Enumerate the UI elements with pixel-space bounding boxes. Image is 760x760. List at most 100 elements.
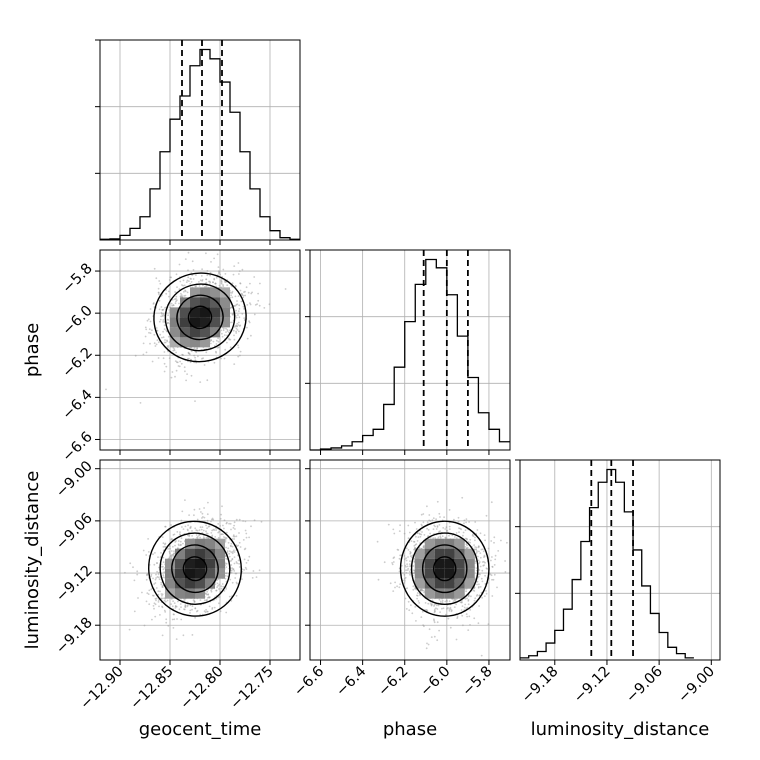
x-tick-label: −6.6: [291, 664, 327, 700]
sample-point: [163, 545, 166, 548]
sample-point: [245, 568, 248, 570]
density-cell: [444, 568, 455, 579]
contour-level-1: [182, 556, 208, 582]
sample-point: [209, 274, 212, 277]
sample-point: [485, 590, 487, 592]
sample-point: [429, 520, 432, 522]
sample-point: [153, 602, 156, 605]
sample-point: [398, 557, 401, 560]
sample-point: [203, 507, 206, 509]
sample-point: [210, 590, 213, 593]
sample-point: [217, 266, 220, 268]
sample-point: [493, 541, 495, 544]
density-cell: [175, 548, 185, 559]
sample-point: [229, 578, 232, 581]
sample-point: [199, 599, 202, 601]
density-cell: [195, 558, 205, 569]
sample-point: [189, 612, 191, 614]
sample-point: [142, 342, 145, 345]
sample-point: [217, 596, 220, 599]
sample-point: [467, 595, 470, 598]
sample-point: [161, 593, 164, 596]
sample-point: [189, 609, 192, 612]
density-cell: [220, 297, 230, 308]
sample-point: [210, 532, 213, 534]
sample-point: [153, 342, 156, 345]
sample-point: [186, 373, 189, 375]
sample-point: [198, 285, 201, 287]
sample-point: [225, 566, 228, 568]
sample-point: [153, 607, 155, 610]
density-cell: [205, 538, 215, 549]
sample-point: [147, 318, 150, 321]
sample-point: [471, 534, 474, 537]
sample-point: [181, 510, 184, 513]
sample-point: [208, 605, 211, 608]
sample-point: [168, 357, 171, 360]
sample-point: [214, 536, 217, 538]
sample-point: [228, 552, 231, 555]
sample-point: [394, 586, 396, 589]
sample-point: [404, 597, 407, 600]
sample-point: [225, 531, 228, 534]
sample-point: [153, 583, 156, 585]
sample-point: [233, 556, 236, 558]
sample-point: [405, 569, 407, 572]
sample-point: [223, 519, 226, 522]
sample-point: [201, 357, 203, 360]
density-cell: [444, 588, 455, 599]
sample-point: [222, 329, 225, 332]
sample-point: [211, 529, 214, 532]
sample-point: [438, 598, 441, 601]
sample-point: [257, 292, 259, 295]
sample-point: [398, 530, 401, 532]
sample-point: [479, 556, 482, 559]
sample-point: [259, 282, 261, 285]
sample-point: [163, 341, 166, 344]
sample-point: [220, 533, 223, 536]
sample-point: [187, 529, 189, 532]
sample-point: [461, 600, 463, 602]
sample-point: [147, 551, 150, 553]
sample-point: [451, 534, 454, 537]
sample-point: [154, 582, 157, 584]
sample-point: [229, 291, 232, 294]
sample-point: [229, 544, 232, 547]
sample-point: [231, 558, 234, 560]
sample-point: [402, 572, 404, 574]
sample-point: [236, 300, 238, 302]
sample-point: [412, 572, 415, 575]
panel-hist-phase: [305, 249, 511, 455]
sample-point: [162, 321, 165, 323]
sample-point: [132, 566, 134, 569]
sample-point: [427, 602, 430, 605]
sample-point: [422, 521, 425, 524]
sample-point: [145, 600, 148, 603]
sample-point: [238, 270, 241, 272]
sample-point: [157, 590, 160, 593]
sample-point: [230, 551, 233, 553]
sample-point: [466, 606, 469, 609]
sample-point: [159, 333, 162, 336]
sample-point: [249, 282, 251, 285]
sample-point: [149, 308, 152, 310]
sample-point: [161, 634, 164, 637]
sample-point: [205, 530, 207, 533]
sample-point: [235, 535, 238, 538]
sample-point: [168, 279, 171, 281]
sample-point: [478, 583, 480, 586]
sample-point: [139, 402, 142, 404]
sample-point: [206, 379, 209, 382]
sample-point: [431, 599, 434, 602]
sample-point: [233, 338, 236, 341]
sample-point: [466, 546, 469, 549]
sample-point: [415, 528, 418, 530]
sample-point: [225, 537, 228, 539]
sample-point: [433, 605, 435, 607]
sample-point: [191, 608, 193, 611]
sample-point: [419, 533, 421, 535]
sample-point: [239, 282, 242, 285]
sample-point: [193, 514, 195, 517]
sample-point: [433, 609, 436, 612]
density-cell: [424, 558, 435, 569]
